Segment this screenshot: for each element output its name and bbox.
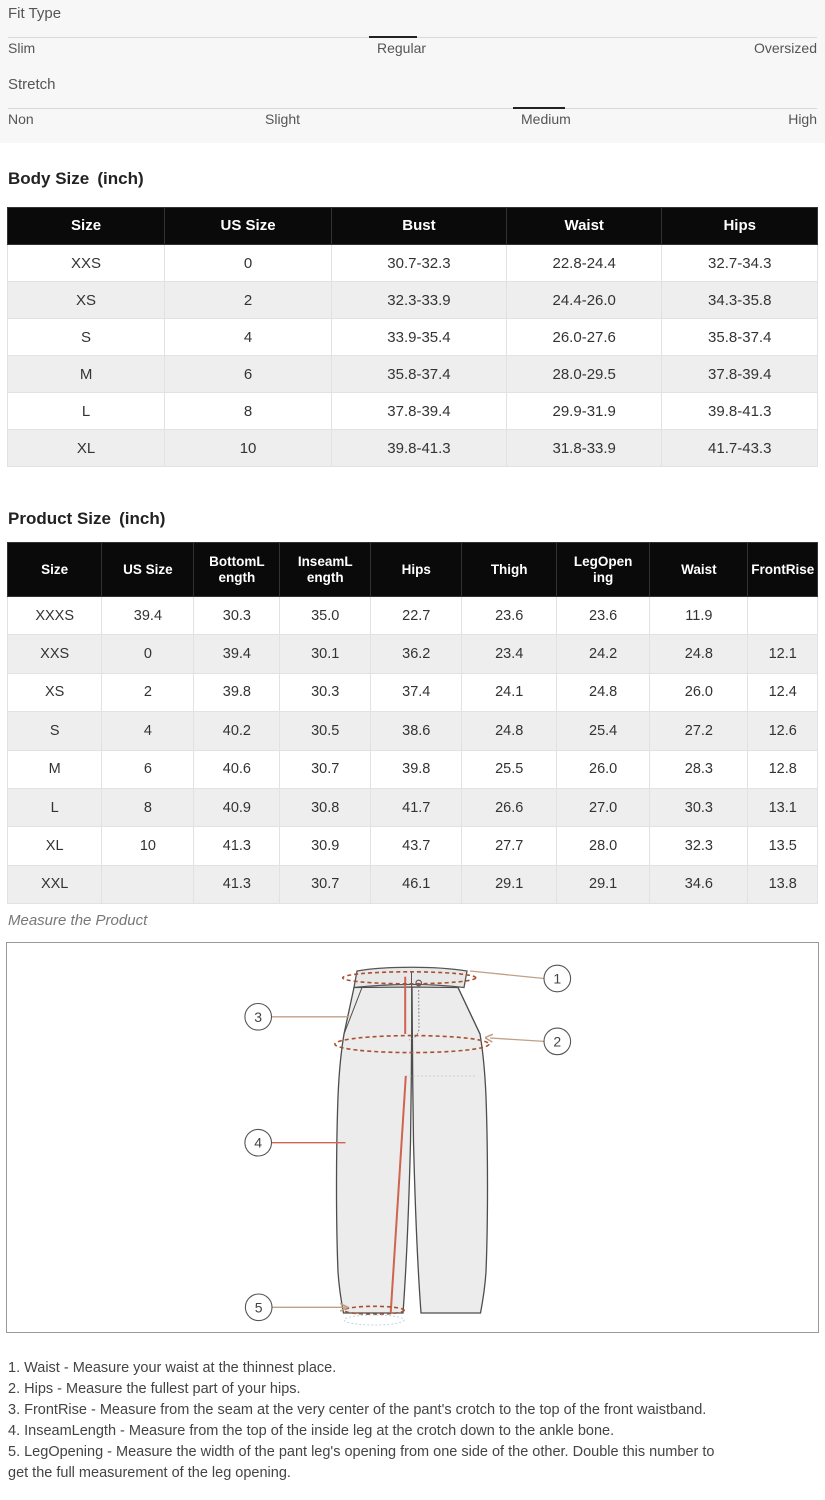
svg-text:1: 1 [553, 971, 561, 987]
svg-text:2: 2 [553, 1033, 561, 1049]
svg-text:4: 4 [254, 1135, 262, 1151]
svg-text:3: 3 [254, 1009, 262, 1025]
svg-text:5: 5 [255, 1299, 263, 1315]
